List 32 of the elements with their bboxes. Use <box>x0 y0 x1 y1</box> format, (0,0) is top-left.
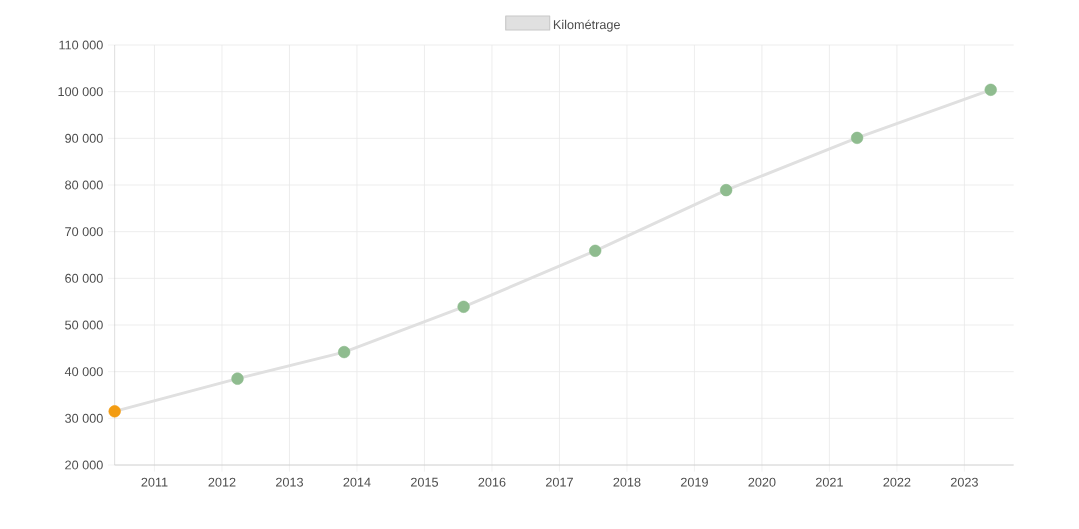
x-tick-label: 2021 <box>815 477 843 487</box>
x-tick-label: 2011 <box>141 477 168 487</box>
x-tick-label: 2019 <box>680 477 708 487</box>
point <box>850 131 864 145</box>
point <box>720 184 733 197</box>
y-tick-label: 90 000 <box>65 133 103 143</box>
x-tick-label: 2020 <box>748 477 776 487</box>
y-tick-label: 110 000 <box>59 40 103 50</box>
x-tick-label: 2022 <box>883 477 911 487</box>
y-tick-label: 50 000 <box>65 320 103 330</box>
x-tick-label: 2016 <box>478 477 506 487</box>
y-tick-label: 80 000 <box>65 180 103 190</box>
y-tick-label: 30 000 <box>65 413 103 423</box>
y-tick-label: 70 000 <box>65 227 103 237</box>
x-tick-label: 2013 <box>276 477 303 487</box>
point <box>338 345 351 359</box>
point <box>984 83 997 96</box>
y-tick-label: 40 000 <box>64 367 103 377</box>
point <box>108 405 121 418</box>
y-tick-label: 20 000 <box>65 460 103 470</box>
point <box>589 244 602 257</box>
point <box>231 372 244 385</box>
y-tick-label: 100 000 <box>58 87 103 97</box>
x-tick-label: 2014 <box>343 477 371 487</box>
y-tick-label: 60 000 <box>65 273 103 283</box>
legend-label: Kilométrage <box>553 19 620 32</box>
x-tick-label: 2017 <box>545 477 573 487</box>
x-tick-label: 2023 <box>950 477 978 487</box>
point <box>457 300 470 313</box>
x-tick-label: 2015 <box>411 477 439 487</box>
x-tick-label: 2012 <box>208 477 236 487</box>
x-tick-label: 2018 <box>613 477 641 487</box>
